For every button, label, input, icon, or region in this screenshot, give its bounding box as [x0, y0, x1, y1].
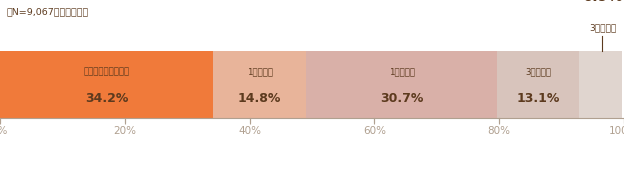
Bar [579, 51, 622, 118]
Text: 3か月以上: 3か月以上 [589, 24, 616, 33]
Text: 13.1%: 13.1% [517, 92, 560, 105]
Bar [306, 51, 497, 118]
Text: 14.8%: 14.8% [238, 92, 281, 105]
Bar [497, 51, 579, 118]
Bar [0, 51, 213, 118]
Text: 6.9%: 6.9% [582, 0, 623, 4]
Text: 1週間未満: 1週間未満 [246, 68, 273, 77]
Text: ［N=9,067／単一回答］: ［N=9,067／単一回答］ [6, 7, 89, 16]
Text: 3か月未満: 3か月未満 [525, 68, 551, 77]
Text: 30.7%: 30.7% [380, 92, 423, 105]
Bar [213, 51, 306, 118]
Text: 1か月未満: 1か月未満 [389, 68, 414, 77]
Text: 入院したことはない: 入院したことはない [84, 68, 130, 77]
Text: 34.2%: 34.2% [85, 92, 129, 105]
